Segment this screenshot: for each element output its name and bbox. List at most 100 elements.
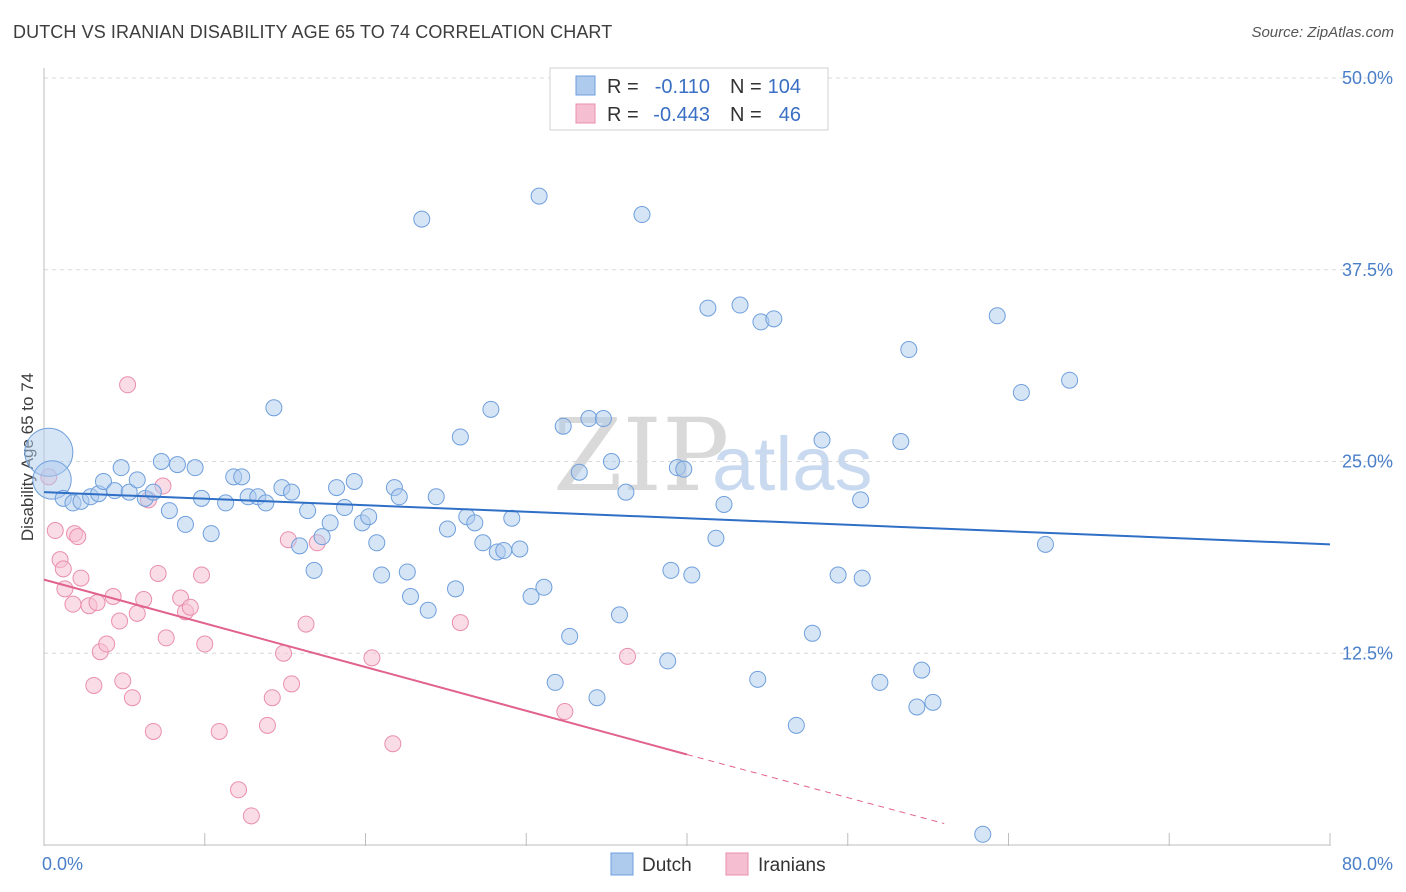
dutch-point: [160, 502, 178, 520]
iranian-points: [40, 376, 637, 825]
dutch-point: [852, 491, 870, 509]
legend-r-value-iranians: -0.443: [653, 104, 710, 126]
iranian-point: [619, 647, 637, 665]
stats-legend: R = -0.110 N = 104 R = -0.443 N = 46: [549, 67, 829, 131]
dutch-point: [707, 529, 725, 547]
dutch-point: [373, 566, 391, 584]
dutch-point: [413, 210, 431, 228]
y-tick-label: 37.5%: [1342, 260, 1393, 280]
y-tick-label: 25.0%: [1342, 452, 1393, 472]
dutch-point: [283, 483, 301, 501]
dutch-point: [683, 566, 701, 584]
dutch-point: [546, 673, 564, 691]
dutch-point: [451, 428, 469, 446]
chart-title: DUTCH VS IRANIAN DISABILITY AGE 65 TO 74…: [13, 22, 613, 42]
dutch-point: [313, 528, 331, 546]
dutch-point: [803, 624, 821, 642]
stats-legend-box: [549, 67, 829, 131]
iranian-point: [149, 564, 167, 582]
dutch-point: [594, 410, 612, 428]
dutch-point: [419, 601, 437, 619]
dutch-point: [633, 206, 651, 224]
dutch-point: [503, 509, 521, 527]
iranian-point: [144, 722, 162, 740]
dutch-point: [570, 463, 588, 481]
dutch-point: [368, 534, 386, 552]
watermark: ZIP atlas: [553, 397, 873, 514]
dutch-point: [176, 515, 194, 533]
watermark-atlas: atlas: [712, 422, 873, 507]
dutch-point: [466, 514, 484, 532]
dutch-points: [24, 187, 1079, 843]
iranian-point: [363, 649, 381, 667]
dutch-point: [474, 534, 492, 552]
dutch-point: [715, 495, 733, 513]
iranian-point: [451, 614, 469, 632]
dutch-point: [602, 453, 620, 470]
dutch-point: [787, 716, 805, 734]
dutch-point: [265, 399, 283, 417]
iranian-point: [64, 595, 82, 613]
iranian-point: [114, 672, 132, 690]
dutch-point: [659, 652, 677, 670]
iranian-point: [157, 629, 175, 647]
legend-r-label-dutch: R =: [607, 76, 639, 98]
bottom-legend-swatch-iranians: [725, 852, 749, 876]
iranian-point: [54, 560, 72, 578]
dutch-point: [913, 661, 931, 679]
y-tick-label: 12.5%: [1342, 643, 1393, 663]
legend-swatch-dutch: [575, 75, 596, 96]
dutch-point: [765, 310, 783, 328]
legend-n-value-dutch: 104: [768, 76, 801, 98]
dutch-point: [398, 563, 416, 581]
iranian-point: [275, 644, 293, 662]
bottom-legend-swatch-dutch: [610, 852, 634, 876]
dutch-point: [610, 606, 628, 624]
trend-lines: [43, 491, 1331, 825]
dutch-point: [588, 689, 606, 707]
legend-swatch-iranians: [575, 103, 596, 124]
dutch-point: [974, 825, 992, 843]
dutch-point: [94, 472, 112, 490]
bottom-legend-dutch: Dutch: [642, 855, 692, 876]
dutch-point: [1036, 535, 1054, 553]
dutch-point: [257, 494, 275, 512]
dutch-point: [900, 341, 918, 359]
source-label: Source: ZipAtlas.com: [1251, 24, 1394, 41]
iranian-point: [123, 689, 141, 707]
iranian-point: [72, 569, 90, 587]
iranian-trend-line: [43, 578, 688, 756]
bottom-legend-iranians: Iranians: [758, 855, 826, 876]
iranian-point: [98, 635, 116, 653]
dutch-point: [988, 307, 1006, 325]
y-tick-label: 50.0%: [1342, 68, 1393, 88]
grid: [44, 77, 1393, 654]
iranian-point: [297, 615, 315, 633]
dutch-point: [336, 499, 354, 517]
dutch-point: [402, 587, 420, 605]
dutch-point: [617, 483, 635, 501]
iranian-point: [258, 716, 276, 734]
dutch-point: [360, 508, 378, 526]
dutch-point: [186, 459, 204, 477]
iranian-point: [46, 522, 64, 540]
dutch-point: [675, 460, 693, 478]
iranian-point: [263, 689, 281, 707]
legend-r-value-dutch: -0.110: [655, 76, 710, 98]
dutch-point: [128, 471, 146, 489]
dutch-point: [853, 569, 871, 587]
x-tick-label-min: 0.0%: [42, 854, 83, 874]
iranian-point: [230, 781, 248, 799]
series-legend: Dutch Iranians: [610, 852, 826, 876]
dutch-point: [32, 460, 72, 500]
iranian-point: [196, 635, 214, 653]
dutch-point: [438, 520, 456, 538]
dutch-point: [202, 525, 220, 543]
dutch-point: [328, 479, 346, 497]
dutch-point: [482, 400, 500, 418]
dutch-point: [749, 670, 767, 688]
iranian-point: [181, 598, 199, 616]
legend-r-label-iranians: R =: [607, 104, 639, 126]
iranian-point: [119, 376, 137, 394]
